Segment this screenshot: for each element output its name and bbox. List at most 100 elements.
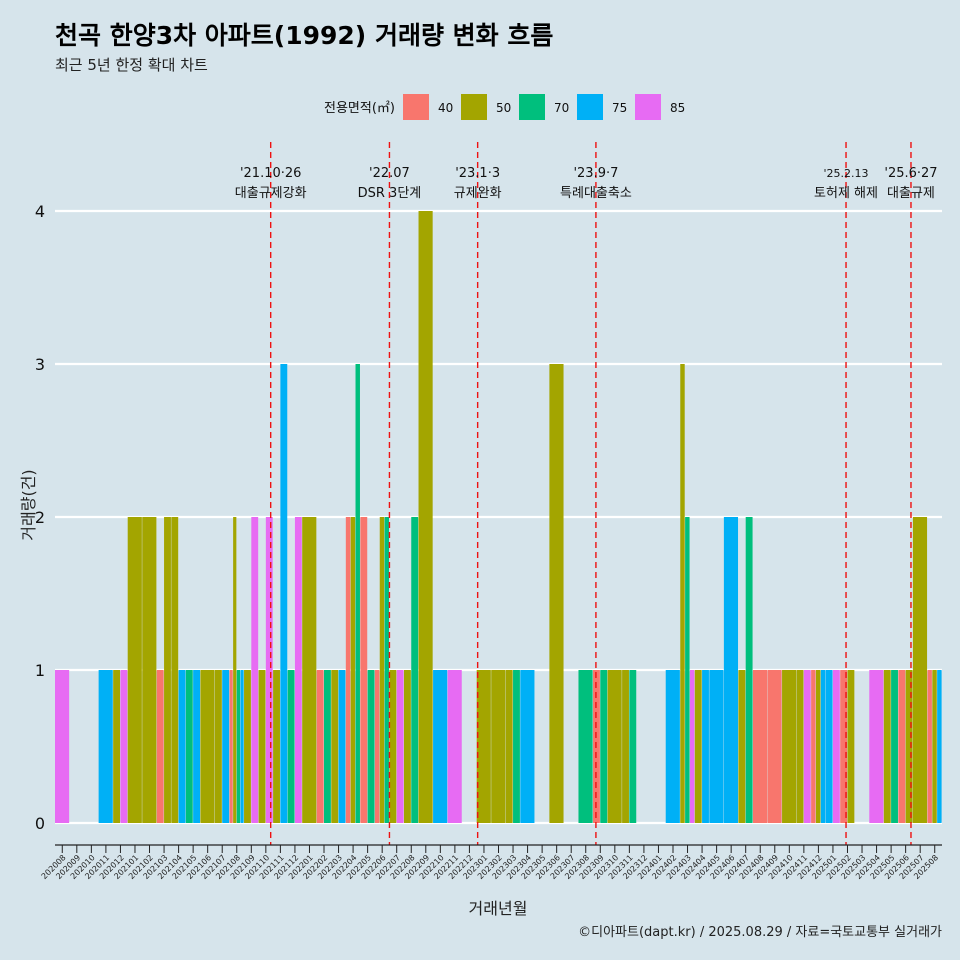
bar-202411-85: [803, 670, 811, 823]
bar-202508-75: [937, 670, 942, 823]
event-date-label: '23.1·3: [455, 166, 500, 181]
bar-202506-50: [905, 670, 913, 823]
chart-title: 천곡 한양3차 아파트(1992) 거래량 변화 흐름: [55, 21, 553, 50]
bar-202110-50: [258, 670, 266, 823]
bar-202205-70: [367, 670, 375, 823]
event-date-label: '25.6·27: [884, 166, 937, 181]
bar-202403-50: [680, 364, 685, 823]
bar-202406-75: [723, 517, 739, 823]
bar-202204-40: [345, 517, 351, 823]
bar-202208-50: [403, 670, 411, 823]
bar-202207-85: [396, 670, 404, 823]
bar-202303-50: [505, 670, 513, 823]
bar-202102-50: [142, 517, 157, 823]
bar-202412-75: [820, 670, 826, 823]
event-date-label: '22.07: [369, 166, 410, 181]
bar-202506-40: [898, 670, 906, 823]
bar-202409-40: [767, 670, 782, 823]
legend-key-70: [519, 94, 545, 120]
bar-202507-50: [912, 517, 928, 823]
y-axis-label: 거래량(건): [19, 469, 38, 540]
legend-key-50: [461, 94, 487, 120]
event-label: 대출규제: [887, 186, 935, 201]
legend-label-85: 85: [670, 101, 685, 115]
bar-202407-70: [745, 517, 753, 823]
legend-label-40: 40: [438, 101, 453, 115]
bar-202210-75: [433, 670, 448, 823]
caption: ©디아파트(dapt.kr) / 2025.08.29 / 자료=국토교통부 실…: [578, 925, 942, 940]
bar-202311-50: [622, 670, 629, 823]
bar-202301-50: [476, 670, 491, 823]
bar-202208-70: [411, 517, 419, 823]
bar-202109-50: [244, 670, 251, 823]
bar-202107-50: [214, 670, 222, 823]
bar-202209-50: [418, 211, 433, 823]
y-tick-label: 3: [35, 355, 45, 374]
bar-202410-50: [782, 670, 797, 823]
bar-202012-50: [113, 670, 121, 823]
bar-202201-50: [302, 517, 317, 823]
bar-202111-50: [273, 670, 280, 823]
bar-202411-50: [796, 670, 804, 823]
event-date-label: '25.2.13: [824, 167, 869, 180]
bar-202303-70: [513, 670, 520, 823]
x-axis: 2020082020092020102020112020122021012021…: [40, 844, 942, 881]
bar-202308-70: [578, 670, 593, 823]
event-label: 토허제 해제: [814, 186, 878, 201]
event-label: 규제완화: [454, 186, 502, 201]
y-tick-label: 0: [35, 814, 45, 833]
bar-202107-75: [222, 670, 230, 823]
bar-202103-40: [156, 670, 164, 823]
bar-202202-70: [324, 670, 331, 823]
bar-202105-75: [193, 670, 201, 823]
bar-202501-85: [832, 670, 840, 823]
bar-202306-50: [549, 364, 564, 823]
bar-202504-85: [869, 670, 884, 823]
chart-subtitle: 최근 5년 한정 확대 차트: [55, 56, 208, 74]
bar-202108-70: [236, 670, 240, 823]
bar-202206-70: [384, 517, 390, 823]
event-label: 대출규제강화: [235, 186, 307, 201]
legend-label-50: 50: [496, 101, 511, 115]
legend-key-85: [635, 94, 661, 120]
y-tick-label: 4: [35, 202, 45, 221]
bar-202204-50: [350, 517, 356, 823]
legend-key-75: [577, 94, 603, 120]
y-tick-label: 1: [35, 661, 45, 680]
bar-202412-50: [815, 670, 821, 823]
bar-202412-40: [811, 670, 816, 823]
legend-label-75: 75: [612, 101, 627, 115]
bar-202309-70: [600, 670, 608, 823]
bars: [55, 211, 942, 823]
bar-202405-75: [709, 670, 724, 823]
bar-202502-40: [840, 670, 848, 823]
bar-202109-85: [251, 517, 259, 823]
bar-202206-50: [379, 517, 385, 823]
legend-label-70: 70: [554, 101, 569, 115]
bar-202311-70: [629, 670, 637, 823]
bar-202012-85: [120, 670, 128, 823]
bar-202505-50: [883, 670, 891, 823]
bar-202508-50: [932, 670, 937, 823]
event-markers: '21.10·26 대출규제강화 '22.07 DSR 3단계 '23.1·3 규제완화 '…: [235, 142, 938, 845]
event-date-label: '23.9·7: [573, 166, 618, 181]
bar-202108-75: [240, 670, 244, 823]
bar-202310-50: [607, 670, 622, 823]
bar-202105-70: [185, 670, 193, 823]
bar-202205-40: [360, 517, 368, 823]
bar-202402-75: [665, 670, 680, 823]
bar-202202-40: [316, 670, 324, 823]
bar-202403-70: [685, 517, 690, 823]
bar-202008-85: [55, 670, 70, 823]
event-label: 특례대출축소: [560, 186, 632, 201]
bar-202407-50: [738, 670, 746, 823]
bar-202103-50: [164, 517, 171, 823]
bar-202203-75: [338, 670, 346, 823]
x-axis-label: 거래년월: [469, 899, 528, 918]
bar-202108-50: [233, 517, 237, 823]
event-label: DSR 3단계: [358, 186, 422, 201]
bar-202112-85: [294, 517, 302, 823]
legend: 전용면적(㎡) 40 50 70 75 85: [324, 94, 685, 120]
bar-202206-40: [374, 670, 380, 823]
